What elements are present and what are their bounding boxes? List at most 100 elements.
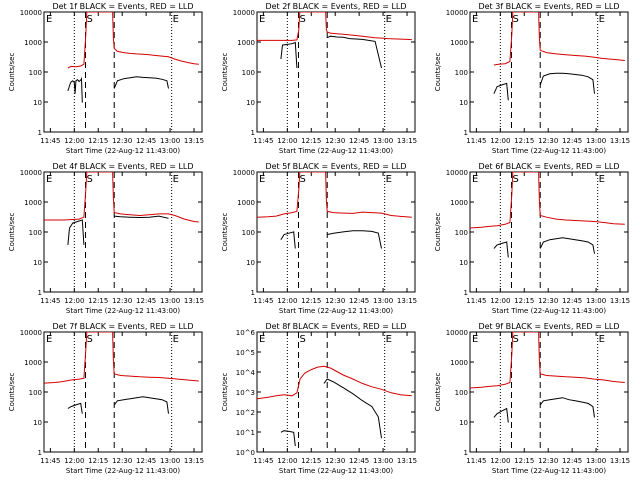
events-series-line xyxy=(539,237,595,254)
x-tick-label: 13:00 xyxy=(586,137,606,145)
x-tick-label: 12:15 xyxy=(301,137,321,145)
y-tick-label: 100 xyxy=(29,229,42,237)
x-tick-label: 13:15 xyxy=(610,457,630,465)
x-tick-label: 12:15 xyxy=(88,297,108,305)
x-tick-label: 12:30 xyxy=(538,297,558,305)
panel-title: Det 6f BLACK = Events, RED = LLD xyxy=(478,162,619,171)
lld-series-line xyxy=(470,332,625,389)
x-tick-label: 13:00 xyxy=(373,297,393,305)
events-series-line xyxy=(493,82,509,101)
x-tick-label: 11:45 xyxy=(466,457,486,465)
marker-label-e: E xyxy=(472,14,478,25)
x-tick-label: 12:15 xyxy=(301,297,321,305)
y-tick-label: 10 xyxy=(459,99,468,107)
y-tick-label: 1000 xyxy=(450,39,468,47)
marker-label-e: E xyxy=(472,334,478,345)
y-axis-label: Counts/sec xyxy=(8,213,16,252)
marker-label-s: S xyxy=(512,334,518,345)
panel-title: Det 8f BLACK = Events, RED = LLD xyxy=(265,322,406,331)
marker-label-e: E xyxy=(386,174,392,185)
y-tick-label: 100 xyxy=(455,389,468,397)
y-tick-label: 1 xyxy=(464,449,468,457)
panel-4: Det 4f BLACK = Events, RED = LLD 1 10 100 10… xyxy=(8,162,204,315)
x-tick-label: 12:30 xyxy=(112,137,132,145)
y-tick-label: 10 xyxy=(33,99,42,107)
y-tick-label: 1000 xyxy=(24,199,42,207)
y-tick-label: 1000 xyxy=(450,199,468,207)
x-tick-label: 12:45 xyxy=(562,457,582,465)
x-tick-label: 12:00 xyxy=(490,137,510,145)
y-tick-label: 10000 xyxy=(446,9,468,17)
panel-title: Det 5f BLACK = Events, RED = LLD xyxy=(265,162,406,171)
marker-label-e: E xyxy=(599,14,605,25)
x-tick-label: 12:45 xyxy=(349,297,369,305)
panel-9: Det 9f BLACK = Events, RED = LLD 1 10 100 10… xyxy=(434,322,630,475)
lld-series-line xyxy=(257,172,412,218)
x-tick-label: 12:15 xyxy=(514,137,534,145)
x-axis-label: Start Time (22-Aug-12 11:43:00) xyxy=(279,307,393,315)
y-axis-label: Counts/sec xyxy=(8,53,16,92)
x-tick-label: 13:15 xyxy=(397,457,417,465)
x-axis-label: Start Time (22-Aug-12 11:43:00) xyxy=(279,467,393,475)
x-axis-label: Start Time (22-Aug-12 11:43:00) xyxy=(492,467,606,475)
x-tick-label: 11:45 xyxy=(466,137,486,145)
events-series-line xyxy=(280,430,296,447)
x-tick-label: 12:00 xyxy=(490,297,510,305)
x-tick-label: 12:00 xyxy=(64,297,84,305)
y-axis-label: Counts/sec xyxy=(8,373,16,412)
marker-label-e: E xyxy=(259,334,265,345)
x-tick-label: 12:00 xyxy=(277,297,297,305)
events-series-line xyxy=(113,396,169,414)
panel-title: Det 2f BLACK = Events, RED = LLD xyxy=(265,2,406,11)
x-tick-label: 13:15 xyxy=(184,457,204,465)
lld-series-line xyxy=(470,172,625,229)
x-tick-label: 12:15 xyxy=(514,297,534,305)
x-tick-label: 11:45 xyxy=(253,137,273,145)
panel-1: Det 1f BLACK = Events, RED = LLD 1 10 100 10… xyxy=(8,2,204,155)
x-tick-label: 12:45 xyxy=(562,137,582,145)
x-tick-label: 13:15 xyxy=(184,137,204,145)
marker-label-e: E xyxy=(173,14,179,25)
x-tick-label: 12:30 xyxy=(325,137,345,145)
y-axis-label: Counts/sec xyxy=(221,53,229,92)
y-tick-label: 100 xyxy=(242,229,255,237)
y-tick-label: 10000 xyxy=(233,169,255,177)
events-series-line xyxy=(280,231,296,249)
y-tick-label: 10000 xyxy=(446,329,468,337)
lld-series-line xyxy=(493,12,625,66)
marker-label-e: E xyxy=(599,334,605,345)
x-tick-label: 12:15 xyxy=(301,457,321,465)
y-axis-label: Counts/sec xyxy=(434,53,442,92)
events-series-line xyxy=(114,215,169,219)
x-axis-label: Start Time (22-Aug-12 11:43:00) xyxy=(492,307,606,315)
x-tick-label: 12:45 xyxy=(136,297,156,305)
x-tick-label: 12:45 xyxy=(136,137,156,145)
marker-label-s: S xyxy=(299,334,305,345)
events-series-line xyxy=(67,76,83,103)
marker-label-e: E xyxy=(259,14,265,25)
y-tick-label: 1000 xyxy=(24,39,42,47)
x-tick-label: 11:45 xyxy=(253,297,273,305)
marker-label-e: E xyxy=(386,14,392,25)
y-tick-label: 10^0 xyxy=(236,449,255,457)
x-tick-label: 13:15 xyxy=(610,297,630,305)
y-tick-label: 10000 xyxy=(20,169,42,177)
y-tick-label: 1 xyxy=(38,129,42,137)
x-tick-label: 13:00 xyxy=(373,137,393,145)
x-tick-label: 13:15 xyxy=(184,297,204,305)
marker-label-e: E xyxy=(386,334,392,345)
events-series-line xyxy=(539,397,595,418)
marker-label-e: E xyxy=(173,334,179,345)
x-tick-label: 13:00 xyxy=(586,457,606,465)
x-axis-label: Start Time (22-Aug-12 11:43:00) xyxy=(66,147,180,155)
x-tick-label: 12:30 xyxy=(538,137,558,145)
y-axis-label: Counts/sec xyxy=(434,373,442,412)
lld-series-line xyxy=(44,332,199,384)
x-tick-label: 12:45 xyxy=(349,457,369,465)
y-axis-label: Counts/sec xyxy=(434,213,442,252)
x-tick-label: 12:30 xyxy=(325,457,345,465)
y-axis-label: Counts/sec xyxy=(221,213,229,252)
marker-label-e: E xyxy=(46,334,52,345)
y-tick-label: 10 xyxy=(33,259,42,267)
events-series-line xyxy=(67,402,83,414)
